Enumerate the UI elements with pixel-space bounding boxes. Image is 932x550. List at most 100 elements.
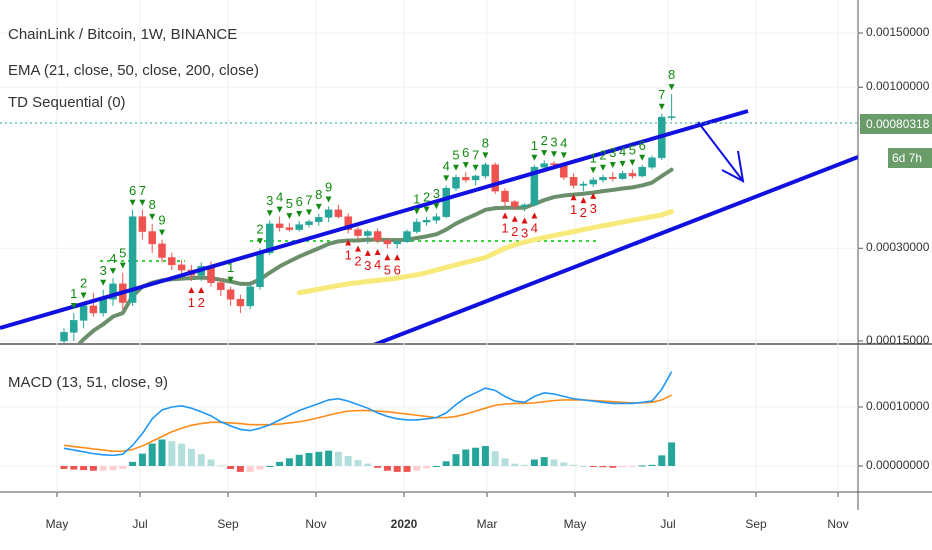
macd-histogram-bar <box>138 453 146 466</box>
td-count-above: 5 <box>286 196 293 211</box>
td-up-triangle <box>374 249 381 256</box>
macd-histogram-bar <box>589 466 597 467</box>
candle-body <box>89 305 98 314</box>
time-tick-label: Jul <box>132 517 148 531</box>
td-down-triangle <box>276 206 283 213</box>
td-down-triangle <box>629 159 636 166</box>
td-down-triangle <box>423 206 430 213</box>
candle-body <box>462 177 470 181</box>
candle-body <box>158 243 166 258</box>
td-down-triangle <box>139 199 146 206</box>
td-up-triangle <box>511 215 518 222</box>
td-down-triangle <box>482 152 489 159</box>
candle-body <box>305 221 313 225</box>
macd-histogram-bar <box>80 466 88 471</box>
macd-histogram-bar <box>236 466 244 472</box>
current-price-badge: 0.00080318 <box>860 114 932 134</box>
macd-histogram-bar <box>609 466 617 468</box>
td-count-above: 4 <box>443 158 450 173</box>
td-down-triangle <box>286 213 293 220</box>
macd-pane[interactable] <box>60 371 676 472</box>
td-count-below: 1 <box>188 295 195 310</box>
td-count-above: 6 <box>129 183 136 198</box>
td-count-above: 7 <box>305 193 312 208</box>
td-up-triangle <box>521 217 528 224</box>
candle-body <box>589 179 597 185</box>
candle-body <box>334 209 343 217</box>
macd-histogram-bar <box>276 461 284 466</box>
macd-histogram-bar <box>599 466 607 468</box>
time-tick-label: May <box>45 517 69 531</box>
channel-upper-line <box>0 109 749 330</box>
td-up-triangle <box>590 192 597 199</box>
candle-body <box>530 166 539 206</box>
td-count-above: 7 <box>658 87 665 102</box>
td-down-triangle <box>668 84 675 91</box>
macd-histogram-bar <box>432 466 440 467</box>
time-tick-label: Sep <box>217 517 239 531</box>
macd-tick-label: 0.00000000 <box>866 458 930 472</box>
td-count-above: 8 <box>315 187 322 202</box>
td-down-triangle <box>110 268 116 275</box>
td-down-triangle <box>306 209 312 216</box>
td-up-triangle <box>394 254 401 261</box>
td-count-above: 2 <box>80 276 87 291</box>
candle-body <box>79 305 88 321</box>
macd-histogram-bar <box>70 466 78 470</box>
td-count-below: 2 <box>198 295 205 310</box>
candle-body <box>648 157 656 168</box>
time-tick-label: 2020 <box>390 517 418 531</box>
candle-body <box>511 201 519 207</box>
candle-body <box>60 332 68 342</box>
macd-histogram-bar <box>423 466 431 469</box>
td-count-above: 2 <box>599 148 606 163</box>
macd-histogram-bar <box>217 465 225 467</box>
macd-histogram-bar <box>521 464 529 466</box>
td-count-below: 4 <box>531 220 538 235</box>
td-down-triangle <box>560 152 567 159</box>
td-down-triangle <box>462 162 469 169</box>
candle-body <box>285 227 294 230</box>
candle-body <box>177 264 186 271</box>
td-down-triangle <box>119 262 126 269</box>
macd-histogram-bar <box>256 466 264 470</box>
td-count-above: 4 <box>560 135 567 150</box>
td-up-triangle <box>355 245 361 252</box>
candle-body <box>148 231 156 245</box>
price-tick-label: 0.00150000 <box>866 25 930 39</box>
td-down-triangle <box>472 164 479 171</box>
macd-histogram-bar <box>344 455 352 466</box>
td-count-above: 7 <box>472 148 479 163</box>
candle-body <box>217 282 225 291</box>
td-count-above: 3 <box>100 263 107 278</box>
td-down-triangle <box>609 162 616 169</box>
ema-indicator-label[interactable]: EMA (21, close, 50, close, 200, close) <box>8 62 259 79</box>
td-count-above: 6 <box>639 138 646 153</box>
macd-histogram-bar <box>109 466 117 471</box>
macd-histogram-bar <box>266 466 274 467</box>
candle-body <box>236 298 245 307</box>
td-down-triangle <box>129 199 136 206</box>
candle-body <box>315 217 323 222</box>
candle-body <box>226 289 235 300</box>
time-tick-label: May <box>563 517 587 531</box>
candle-body <box>471 175 480 181</box>
td-down-triangle <box>619 160 626 167</box>
td-count-above: 6 <box>462 145 469 160</box>
td-count-above: 3 <box>266 193 273 208</box>
candle-body <box>344 216 352 230</box>
macd-indicator-label[interactable]: MACD (13, 51, close, 9) <box>8 374 169 391</box>
candle-body <box>393 241 401 245</box>
td-count-below: 2 <box>511 224 518 239</box>
td-sequential-label[interactable]: TD Sequential (0) <box>8 94 126 111</box>
td-count-above: 4 <box>619 144 626 159</box>
td-up-triangle <box>531 212 538 219</box>
macd-histogram-bar <box>462 449 470 466</box>
macd-histogram-bar <box>334 451 342 466</box>
td-up-triangle <box>384 254 391 261</box>
td-down-triangle <box>639 154 646 161</box>
td-down-triangle <box>149 213 156 220</box>
macd-histogram-bar <box>501 458 509 466</box>
